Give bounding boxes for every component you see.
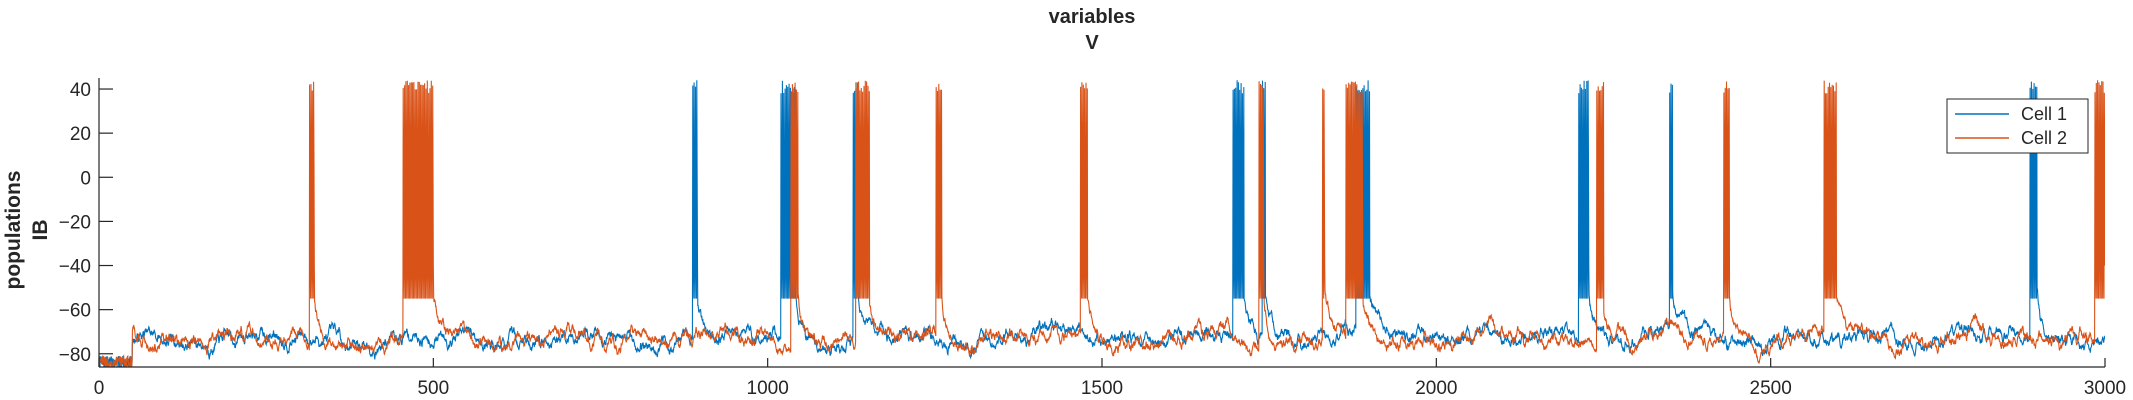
y-tick-label: −80 bbox=[59, 345, 91, 366]
y-axis-label-line-2: IB bbox=[29, 220, 52, 241]
legend: Cell 1 Cell 2 bbox=[1946, 98, 2089, 154]
legend-label-2: Cell 2 bbox=[2021, 128, 2067, 148]
x-tick-label: 2000 bbox=[1415, 378, 1457, 399]
x-tick-label: 500 bbox=[417, 378, 449, 399]
y-tick-label: −20 bbox=[59, 212, 91, 233]
legend-box bbox=[1946, 98, 2089, 154]
y-tick-label: −40 bbox=[59, 257, 91, 278]
x-tick-label: 3000 bbox=[2084, 378, 2126, 399]
y-tick-label: 20 bbox=[70, 124, 91, 145]
chart-title-line-1: variables bbox=[1049, 6, 1136, 28]
y-axis-label-line-1: populations bbox=[2, 171, 25, 290]
series-line-2 bbox=[99, 80, 2105, 367]
series-layer bbox=[99, 80, 2105, 367]
axes: 0 500 1000 1500 2000 2500 3000 −80 −60 −40 −20 0 20 4… bbox=[59, 78, 2126, 399]
x-tick-label: 1000 bbox=[747, 378, 789, 399]
legend-label-1: Cell 1 bbox=[2021, 104, 2067, 124]
x-tick-label: 0 bbox=[94, 378, 105, 399]
y-tick-label: 0 bbox=[80, 168, 91, 189]
x-tick-label: 2500 bbox=[1750, 378, 1792, 399]
y-tick-label: 40 bbox=[70, 80, 91, 101]
x-tick-label: 1500 bbox=[1081, 378, 1123, 399]
series-line-1 bbox=[99, 80, 2105, 367]
y-tick-label: −60 bbox=[59, 301, 91, 322]
chart-title-line-2: V bbox=[1085, 32, 1099, 54]
